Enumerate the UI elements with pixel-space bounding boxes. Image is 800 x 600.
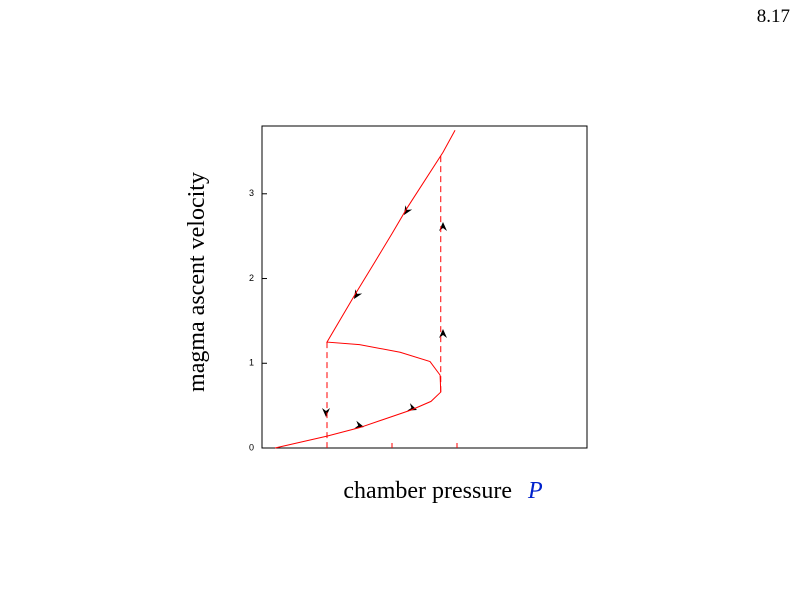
y-tick-label: 0 — [249, 442, 254, 452]
y-tick-label: 2 — [249, 273, 254, 283]
x-axis-symbol: P — [527, 478, 543, 504]
arrow — [354, 289, 363, 299]
arrow — [439, 222, 447, 231]
curve — [274, 129, 456, 449]
page-number: 8.17 — [757, 6, 790, 27]
y-tick-label: 1 — [249, 358, 254, 368]
y-tick-label: 3 — [249, 188, 254, 198]
arrow — [404, 205, 413, 215]
y-axis-label: magma ascent velocity — [184, 172, 210, 392]
arrow — [439, 329, 447, 338]
arrow — [322, 408, 330, 417]
plot-frame — [261, 125, 588, 449]
arrow — [407, 403, 417, 411]
x-axis-label: chamber pressure — [343, 478, 512, 504]
